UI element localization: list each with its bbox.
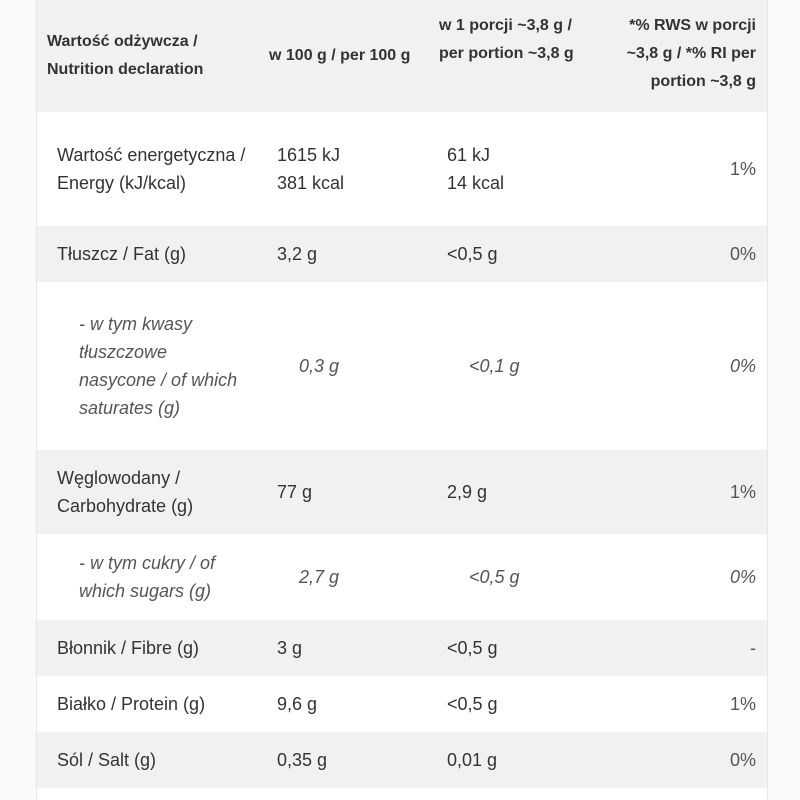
header-ri-per-portion: *% RWS w porcji ~3,8 g / *% RI per porti… <box>626 17 756 90</box>
fibre-ri: - <box>750 638 756 658</box>
protein-ri: 1% <box>729 694 756 714</box>
fat-per-portion: <0,5 g <box>447 244 498 264</box>
table-header-row: Wartość odżywcza / Nutrition declaration… <box>37 0 767 112</box>
header-nutrition-declaration: Wartość odżywcza / Nutrition declaration <box>47 33 204 78</box>
fibre-per-100g: 3 g <box>277 638 303 658</box>
energy-per-100g-kj: 1615 kJ <box>277 145 341 165</box>
salt-per-portion: 0,01 g <box>447 750 498 770</box>
sugars-per-portion: <0,5 g <box>469 567 520 587</box>
table-row-fat: Tłuszcz / Fat (g) 3,2 g <0,5 g 0% <box>37 226 767 282</box>
protein-per-100g: 9,6 g <box>277 694 318 714</box>
energy-per-100g: 1615 kJ 381 kcal <box>257 112 427 226</box>
carbohydrate-per-100g: 77 g <box>277 482 313 502</box>
nutrition-table-card: Wartość odżywcza / Nutrition declaration… <box>36 0 768 800</box>
row-label-carbohydrate: Węglowodany / Carbohydrate (g) <box>57 468 194 516</box>
sugars-per-100g: 2,7 g <box>299 567 340 587</box>
row-label-fat: Tłuszcz / Fat (g) <box>57 244 187 264</box>
row-label-protein: Białko / Protein (g) <box>57 694 206 714</box>
energy-per-portion: 61 kJ 14 kcal <box>427 112 609 226</box>
table-row-fibre: Błonnik / Fibre (g) 3 g <0,5 g - <box>37 620 767 676</box>
carbohydrate-per-portion: 2,9 g <box>447 482 488 502</box>
row-label-fibre: Błonnik / Fibre (g) <box>57 638 200 658</box>
row-label-salt: Sól / Salt (g) <box>57 750 157 770</box>
saturates-per-100g: 0,3 g <box>299 356 340 376</box>
row-label-energy: Wartość energetyczna / Energy (kJ/kcal) <box>57 145 246 193</box>
energy-per-portion-kj: 61 kJ <box>447 145 491 165</box>
salt-per-100g: 0,35 g <box>277 750 328 770</box>
fibre-per-portion: <0,5 g <box>447 638 498 658</box>
nutrition-table: Wartość odżywcza / Nutrition declaration… <box>37 0 767 788</box>
row-label-sugars: - w tym cukry / of which sugars (g) <box>79 553 216 601</box>
salt-ri: 0% <box>729 750 756 770</box>
table-row-sugars: - w tym cukry / of which sugars (g) 2,7 … <box>37 534 767 620</box>
energy-per-100g-kcal: 381 kcal <box>277 173 345 193</box>
saturates-per-portion: <0,1 g <box>469 356 520 376</box>
table-row-energy: Wartość energetyczna / Energy (kJ/kcal) … <box>37 112 767 226</box>
table-row-protein: Białko / Protein (g) 9,6 g <0,5 g 1% <box>37 676 767 732</box>
sugars-ri: 0% <box>729 567 756 587</box>
fat-ri: 0% <box>729 244 756 264</box>
header-per-portion: w 1 porcji ~3,8 g / per portion ~3,8 g <box>439 17 574 62</box>
carbohydrate-ri: 1% <box>729 482 756 502</box>
table-row-carbohydrate: Węglowodany / Carbohydrate (g) 77 g 2,9 … <box>37 450 767 534</box>
energy-ri: 1% <box>729 159 756 179</box>
table-row-salt: Sól / Salt (g) 0,35 g 0,01 g 0% <box>37 732 767 788</box>
energy-per-portion-kcal: 14 kcal <box>447 173 505 193</box>
protein-per-portion: <0,5 g <box>447 694 498 714</box>
row-label-saturates: - w tym kwasy tłuszczowe nasycone / of w… <box>79 314 238 418</box>
fat-per-100g: 3,2 g <box>277 244 318 264</box>
header-per-100g: w 100 g / per 100 g <box>269 47 411 64</box>
saturates-ri: 0% <box>729 356 756 376</box>
table-row-saturates: - w tym kwasy tłuszczowe nasycone / of w… <box>37 282 767 450</box>
